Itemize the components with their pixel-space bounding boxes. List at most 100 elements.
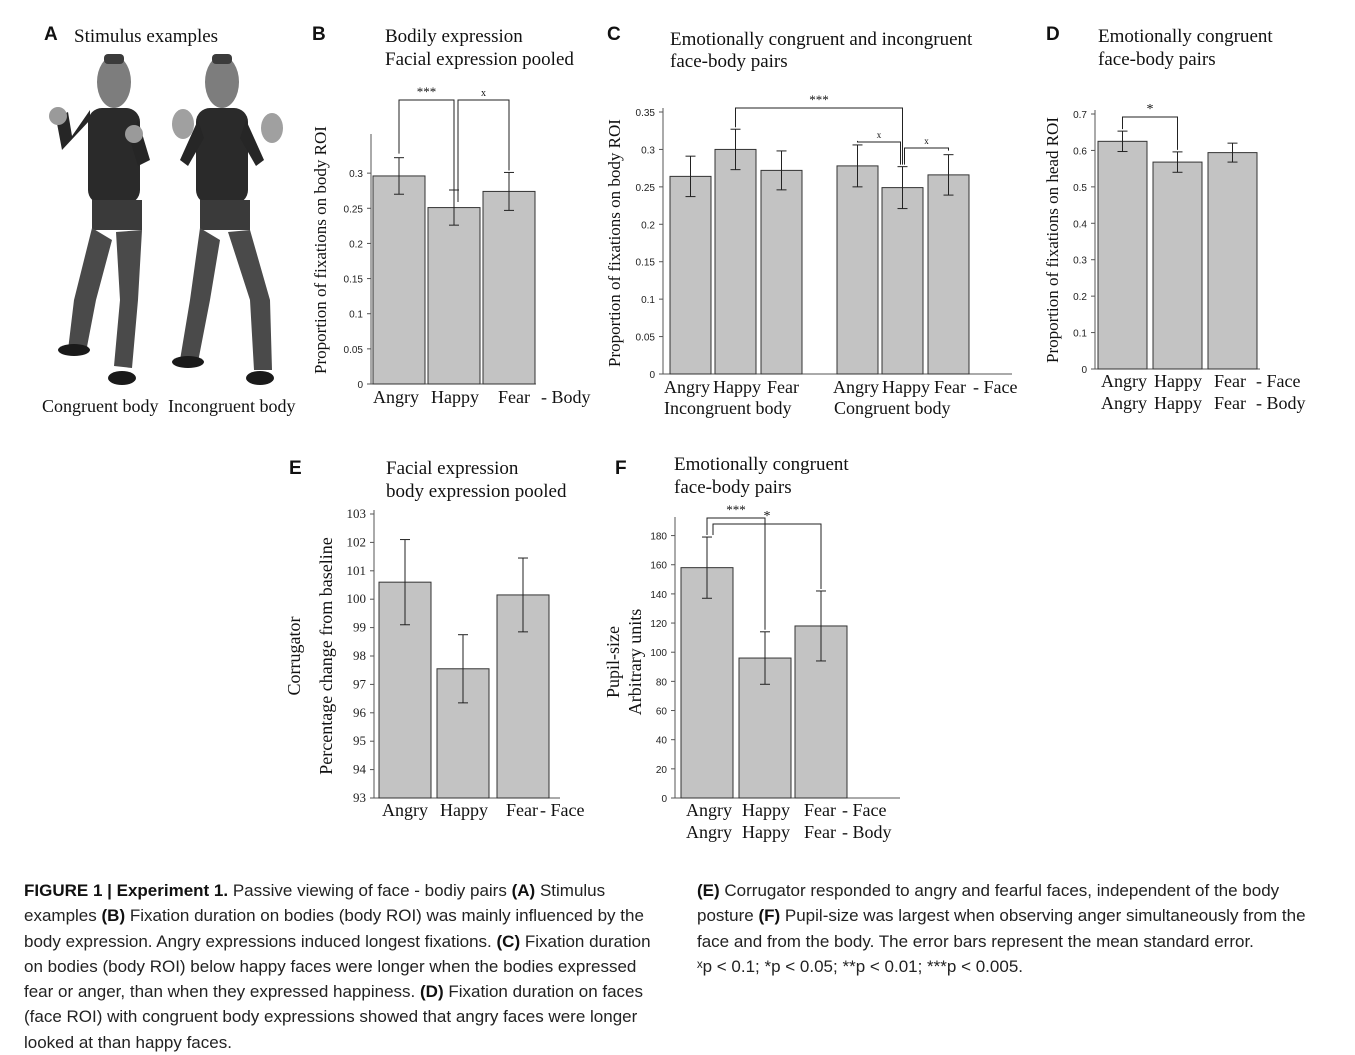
c-category-suffix: - Face xyxy=(973,377,1017,397)
f-significance-label: *** xyxy=(726,502,746,517)
c-category-label: Fear xyxy=(934,377,966,397)
c-ytick-label: 0.3 xyxy=(641,145,655,156)
panel-letter-a: A xyxy=(44,24,58,45)
c-ytick-label: 0 xyxy=(649,370,655,381)
b-significance-bracket xyxy=(457,99,510,203)
d-significance-bracket xyxy=(1122,116,1178,150)
e-y-axis-label-line2: Percentage change from baseline xyxy=(316,537,336,774)
d-significance-label: * xyxy=(1147,102,1154,117)
caption-tag-a: (A) xyxy=(511,881,536,900)
c-significance-label: x xyxy=(877,130,882,140)
caption-left-column: FIGURE 1 | Experiment 1. Passive viewing… xyxy=(24,878,664,1055)
c-group-label: Incongruent body xyxy=(664,398,791,418)
panel-f-title-line2: face-body pairs xyxy=(674,477,792,498)
f-category-label: Fear xyxy=(804,800,836,820)
b-category-label: Fear xyxy=(498,387,530,407)
panel-a: A Stimulus examples xyxy=(42,24,295,416)
c-significance-label: x xyxy=(924,136,929,146)
b-ytick-label: 0.2 xyxy=(349,239,363,250)
panel-letter-d: D xyxy=(1046,24,1060,45)
e-ytick-label: 94 xyxy=(353,762,367,777)
e-bar xyxy=(378,581,432,799)
c-ytick-label: 0.05 xyxy=(636,333,656,344)
panel-letter-e: E xyxy=(289,458,302,479)
c-significance-bracket xyxy=(735,107,903,165)
caption-text-c: Fixation duration on bodies (body ROI) b… xyxy=(24,931,651,1002)
f-ytick-label: 160 xyxy=(650,561,667,572)
d-ytick-label: 0.5 xyxy=(1073,183,1087,194)
c-bar xyxy=(669,175,712,375)
b-ytick-label: 0.05 xyxy=(344,345,364,356)
caption-figure-label: FIGURE 1 | Experiment 1. xyxy=(24,881,229,900)
panel-letter-f: F xyxy=(615,458,627,479)
d-ytick-label: 0.6 xyxy=(1073,146,1087,157)
e-category-suffix: - Face xyxy=(540,800,584,820)
f-significance-bracket xyxy=(706,517,766,630)
c-group-label: Congruent body xyxy=(834,398,951,418)
d-category-suffix: - Face xyxy=(1256,371,1300,391)
panel-b-title-line1: Bodily expression xyxy=(385,26,523,47)
stimulus-congruent-body-image xyxy=(49,54,150,385)
caption-text-b: Fixation duration on bodies (body ROI) w… xyxy=(24,906,644,951)
f-ytick-label: 180 xyxy=(650,532,667,543)
panel-f-title-line1: Emotionally congruent xyxy=(674,454,849,475)
d-bar xyxy=(1207,152,1258,370)
f-ytick-label: 100 xyxy=(650,648,667,659)
f-ytick-label: 60 xyxy=(656,707,668,718)
c-ytick-label: 0.2 xyxy=(641,220,655,231)
f-significance-bracket xyxy=(712,523,822,589)
d-category-suffix-row2: - Body xyxy=(1256,393,1306,413)
c-significance-bracket xyxy=(857,140,901,165)
panel-letter-b: B xyxy=(312,24,326,45)
panel-e-title-line1: Facial expression xyxy=(386,458,519,479)
f-y-axis-label-line1: Pupil-size xyxy=(603,626,623,698)
e-category-label: Angry xyxy=(382,800,428,820)
c-category-label: Happy xyxy=(713,377,761,397)
c-category-label: Fear xyxy=(767,377,799,397)
d-ytick-label: 0.3 xyxy=(1073,256,1087,267)
f-ytick-label: 140 xyxy=(650,590,667,601)
c-ytick-label: 0.25 xyxy=(636,183,656,194)
e-ytick-label: 100 xyxy=(347,591,367,606)
caption-tag-f: (F) xyxy=(758,906,781,926)
c-bar xyxy=(714,148,757,375)
e-category-label: Fear xyxy=(506,800,538,820)
f-category-suffix: - Face xyxy=(842,800,886,820)
d-category-label: Fear xyxy=(1214,371,1246,391)
d-ytick-label: 0.4 xyxy=(1073,219,1087,230)
c-significance-bracket xyxy=(904,147,949,165)
f-category-label-row2: Angry xyxy=(686,822,732,842)
caption-tag-b: (B) xyxy=(101,906,126,926)
c-category-label: Angry xyxy=(833,377,879,397)
d-category-label: Angry xyxy=(1101,371,1147,391)
b-bar xyxy=(482,190,536,385)
stimulus-incongruent-body-image xyxy=(172,54,283,385)
caption-right-column: (E) Corrugator responded to angry and fe… xyxy=(697,878,1339,979)
e-ytick-label: 93 xyxy=(353,790,366,805)
f-category-label-row2: Fear xyxy=(804,822,836,842)
stimulus-label-incongruent: Incongruent body xyxy=(168,396,295,416)
c-category-label: Angry xyxy=(664,377,710,397)
caption-tag-e: (E) xyxy=(697,881,720,900)
chart-b: 0 0.05 0.1 0.15 0.2 0.25 0.3 Proportion of fixa… xyxy=(311,84,591,407)
f-ytick-label: 0 xyxy=(661,794,667,805)
d-ytick-label: 0.7 xyxy=(1073,110,1087,121)
c-bar xyxy=(881,187,924,375)
c-y-axis-label: Proportion of fixations on body ROI xyxy=(605,119,624,367)
caption-significance-legend: ˣp < 0.1; *p < 0.05; **p < 0.01; ***p < … xyxy=(697,956,1023,976)
e-ytick-label: 101 xyxy=(347,563,367,578)
f-category-label: Happy xyxy=(742,800,790,820)
c-ytick-label: 0.15 xyxy=(636,258,656,269)
caption-intro: Passive viewing of face - bodiy pairs xyxy=(232,881,507,900)
d-category-label-row2: Angry xyxy=(1101,393,1147,413)
c-bar xyxy=(836,165,879,375)
caption-tag-c: (C) xyxy=(496,931,521,951)
f-y-axis-label-line2: Arbitrary units xyxy=(625,609,645,715)
f-category-label-row2: Happy xyxy=(742,822,790,842)
panel-d-title-line1: Emotionally congruent xyxy=(1098,26,1273,47)
b-bar xyxy=(427,207,481,385)
d-ytick-label: 0.1 xyxy=(1073,329,1087,340)
b-significance-label: x xyxy=(481,88,486,99)
d-bar xyxy=(1152,161,1203,370)
panel-c-title-line2: face-body pairs xyxy=(670,51,788,72)
